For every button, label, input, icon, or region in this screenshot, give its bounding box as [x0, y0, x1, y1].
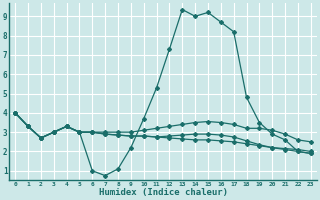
X-axis label: Humidex (Indice chaleur): Humidex (Indice chaleur) [99, 188, 228, 197]
